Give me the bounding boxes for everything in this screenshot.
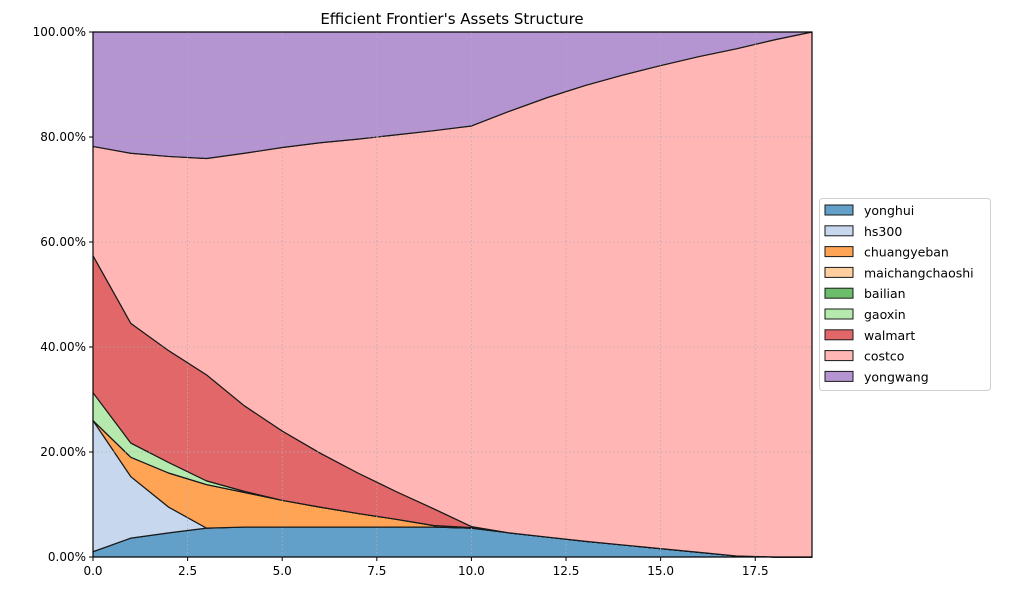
- x-tick-label: 15.0: [647, 564, 674, 578]
- legend-swatch-walmart: [824, 329, 854, 341]
- plot-frame: [92, 31, 813, 558]
- legend-swatch-bailian: [824, 287, 854, 299]
- legend-label-chuangyeban: chuangyeban: [864, 245, 949, 260]
- legend-swatch-hs300: [824, 225, 854, 237]
- chart-title: Efficient Frontier's Assets Structure: [320, 10, 583, 28]
- y-tick-label: 80.00%: [40, 130, 86, 144]
- legend-label-gaoxin: gaoxin: [864, 307, 906, 322]
- x-tick-label: 7.5: [367, 564, 386, 578]
- legend-label-bailian: bailian: [864, 286, 906, 301]
- legend-label-yonghui: yonghui: [864, 203, 914, 218]
- y-tick-label: 20.00%: [40, 445, 86, 459]
- legend-swatch-maichangchaoshi: [824, 266, 854, 278]
- x-tick-label: 12.5: [553, 564, 580, 578]
- legend-label-hs300: hs300: [864, 224, 902, 239]
- legend-swatch-yongwang: [824, 370, 854, 382]
- axes: 0.0 2.5 5.0 7.5 10.0 12.5 15.0 17.5 0.00% 20.00% 4…: [33, 25, 813, 578]
- legend-swatch-chuangyeban: [824, 246, 854, 258]
- x-tick-label: 0.0: [83, 564, 102, 578]
- y-tick-label: 60.00%: [40, 235, 86, 249]
- legend-swatch-costco: [824, 350, 854, 362]
- x-tick-label: 10.0: [458, 564, 485, 578]
- legend-label-maichangchaoshi: maichangchaoshi: [864, 265, 974, 280]
- y-tick-label: 40.00%: [40, 340, 86, 354]
- x-tick-label: 2.5: [178, 564, 197, 578]
- x-tick-label: 5.0: [273, 564, 292, 578]
- legend-label-costco: costco: [864, 349, 904, 364]
- y-tick-label: 0.00%: [48, 550, 86, 564]
- x-tick-label: 17.5: [742, 564, 769, 578]
- legend-swatch-gaoxin: [824, 308, 854, 320]
- legend-box: [819, 198, 991, 391]
- areas: [92, 31, 813, 558]
- legend: yonghui hs300 chuangyeban maichangchaoshi ba…: [819, 198, 991, 391]
- legend-label-yongwang: yongwang: [864, 369, 929, 384]
- y-tick-label: 100.00%: [33, 25, 86, 39]
- legend-label-walmart: walmart: [864, 328, 915, 343]
- legend-swatch-yonghui: [824, 204, 854, 216]
